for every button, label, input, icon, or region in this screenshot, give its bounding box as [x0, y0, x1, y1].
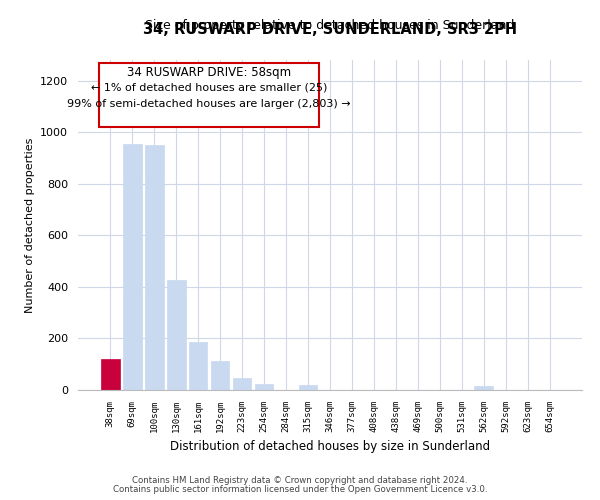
Bar	[233, 378, 251, 390]
Text: 34, RUSWARP DRIVE, SUNDERLAND, SR3 2PH: 34, RUSWARP DRIVE, SUNDERLAND, SR3 2PH	[143, 22, 517, 38]
Text: Contains HM Land Registry data © Crown copyright and database right 2024.: Contains HM Land Registry data © Crown c…	[132, 476, 468, 485]
Text: ← 1% of detached houses are smaller (25): ← 1% of detached houses are smaller (25)	[91, 82, 328, 92]
FancyBboxPatch shape	[99, 63, 319, 127]
Text: 99% of semi-detached houses are larger (2,803) →: 99% of semi-detached houses are larger (…	[67, 99, 351, 109]
Bar	[475, 386, 493, 390]
Y-axis label: Number of detached properties: Number of detached properties	[25, 138, 35, 312]
Bar	[123, 144, 142, 390]
Bar	[211, 361, 229, 390]
Bar	[101, 359, 119, 390]
Bar	[255, 384, 274, 390]
Bar	[167, 280, 185, 390]
Text: 34 RUSWARP DRIVE: 58sqm: 34 RUSWARP DRIVE: 58sqm	[127, 66, 291, 80]
Bar	[145, 145, 164, 390]
Text: Contains public sector information licensed under the Open Government Licence v3: Contains public sector information licen…	[113, 485, 487, 494]
X-axis label: Distribution of detached houses by size in Sunderland: Distribution of detached houses by size …	[170, 440, 490, 454]
Title: Size of property relative to detached houses in Sunderland: Size of property relative to detached ho…	[145, 20, 515, 32]
Bar	[189, 342, 208, 390]
Bar	[299, 386, 317, 390]
